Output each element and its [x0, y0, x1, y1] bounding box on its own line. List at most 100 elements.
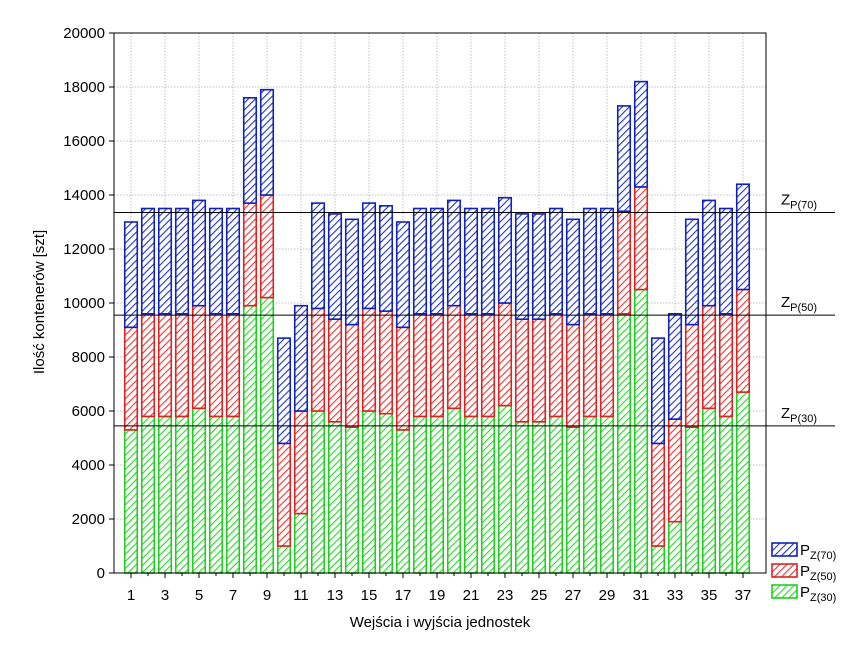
- bar-PZ(50)-16: [378, 310, 394, 415]
- bar-PZ(30)-16: [378, 412, 394, 574]
- bar-PZ(50)-1: [123, 326, 139, 431]
- bar-PZ(30)-31: [633, 288, 649, 574]
- bar-PZ(50)-35: [701, 304, 717, 410]
- y-tick-label: 0: [97, 565, 105, 582]
- bar-PZ(30)-15: [361, 410, 377, 574]
- legend-label-PZ(30): PZ(30): [800, 584, 836, 604]
- y-tick-label: 2000: [72, 511, 105, 528]
- bar-PZ(70)-7: [225, 207, 241, 315]
- bar-PZ(70)-34: [684, 218, 700, 326]
- bar-PZ(30)-12: [310, 410, 326, 574]
- bar-PZ(50)-21: [463, 312, 479, 418]
- y-tick-label: 18000: [63, 79, 105, 96]
- reference-label-ZP(30): ZP(30): [781, 405, 817, 425]
- bar-PZ(50)-22: [480, 312, 496, 418]
- bar-PZ(30)-4: [174, 415, 190, 574]
- bar-PZ(50)-4: [174, 312, 190, 418]
- bar-PZ(70)-27: [565, 218, 581, 326]
- bar-PZ(30)-36: [718, 415, 734, 574]
- bar-PZ(50)-20: [446, 304, 462, 410]
- x-tick-label: 17: [395, 587, 412, 604]
- bar-PZ(30)-3: [157, 415, 173, 574]
- bar-PZ(70)-2: [140, 207, 156, 315]
- bar-PZ(70)-30: [616, 105, 632, 213]
- bar-PZ(70)-19: [429, 207, 445, 315]
- reference-label-ZP(50): ZP(50): [781, 294, 817, 314]
- bar-PZ(30)-9: [259, 296, 275, 574]
- bar-PZ(50)-25: [531, 318, 547, 423]
- x-tick-label: 37: [735, 587, 752, 604]
- bar-PZ(70)-9: [259, 88, 275, 196]
- bar-PZ(30)-26: [548, 415, 564, 574]
- bar-PZ(50)-2: [140, 312, 156, 418]
- bar-PZ(50)-10: [276, 442, 292, 547]
- y-tick-label: 16000: [63, 133, 105, 150]
- bar-PZ(70)-24: [514, 213, 530, 320]
- bar-PZ(30)-11: [293, 512, 309, 574]
- bars: [123, 80, 751, 574]
- x-tick-label: 33: [667, 587, 684, 604]
- bar-PZ(50)-12: [310, 307, 326, 412]
- bar-PZ(70)-5: [191, 199, 207, 307]
- bar-PZ(50)-33: [667, 418, 683, 523]
- bar-PZ(50)-17: [395, 326, 411, 431]
- y-tick-label: 8000: [72, 349, 105, 366]
- x-tick-label: 19: [429, 587, 446, 604]
- y-axis-title: Ilość kontenerów [szt]: [31, 230, 48, 374]
- legend-swatch-PZ(50): [771, 563, 798, 578]
- bar-PZ(50)-27: [565, 323, 581, 429]
- bar-PZ(70)-37: [735, 183, 751, 291]
- y-tick-label: 10000: [63, 295, 105, 312]
- bar-PZ(50)-13: [327, 318, 343, 423]
- bar-PZ(50)-9: [259, 194, 275, 299]
- bar-PZ(30)-18: [412, 415, 428, 574]
- x-tick-label: 11: [293, 587, 309, 604]
- legend-label-PZ(50): PZ(50): [800, 563, 836, 583]
- bar-PZ(30)-24: [514, 420, 530, 574]
- bar-PZ(30)-13: [327, 420, 343, 574]
- bar-PZ(30)-2: [140, 415, 156, 574]
- bar-PZ(70)-17: [395, 221, 411, 329]
- bar-PZ(50)-14: [344, 323, 360, 429]
- x-tick-label: 3: [161, 587, 169, 604]
- bar-PZ(70)-22: [480, 207, 496, 315]
- x-tick-label: 25: [531, 587, 548, 604]
- y-tick-label: 14000: [63, 187, 105, 204]
- bar-PZ(70)-21: [463, 207, 479, 315]
- bar-PZ(70)-3: [157, 207, 173, 315]
- bar-PZ(70)-28: [582, 207, 598, 315]
- bar-PZ(30)-34: [684, 426, 700, 574]
- bar-PZ(70)-16: [378, 205, 394, 312]
- bar-PZ(50)-29: [599, 312, 615, 418]
- bar-PZ(70)-20: [446, 199, 462, 307]
- bar-PZ(70)-25: [531, 213, 547, 320]
- bar-PZ(50)-32: [650, 442, 666, 547]
- bar-PZ(30)-30: [616, 312, 632, 574]
- bar-PZ(30)-19: [429, 415, 445, 574]
- x-tick-label: 31: [633, 587, 650, 604]
- bar-PZ(70)-6: [208, 207, 224, 315]
- bar-PZ(70)-29: [599, 207, 615, 315]
- bar-PZ(30)-23: [497, 404, 513, 574]
- bar-PZ(70)-15: [361, 202, 377, 310]
- bar-PZ(50)-19: [429, 312, 445, 418]
- bar-PZ(70)-4: [174, 207, 190, 315]
- x-tick-label: 15: [361, 587, 378, 604]
- reference-label-ZP(70): ZP(70): [781, 192, 817, 212]
- bar-PZ(30)-20: [446, 407, 462, 574]
- bar-PZ(30)-5: [191, 407, 207, 574]
- bar-PZ(70)-1: [123, 221, 139, 329]
- bar-PZ(70)-33: [667, 312, 683, 420]
- bar-PZ(30)-28: [582, 415, 598, 574]
- reference-lines: ZP(30) ZP(50) ZP(70): [114, 192, 835, 427]
- x-tick-label: 21: [463, 587, 480, 604]
- bar-PZ(50)-7: [225, 312, 241, 418]
- bar-PZ(50)-6: [208, 312, 224, 418]
- bar-PZ(30)-33: [667, 520, 683, 574]
- bar-PZ(30)-14: [344, 426, 360, 574]
- bar-PZ(70)-11: [293, 304, 309, 412]
- bar-PZ(50)-15: [361, 307, 377, 412]
- bar-PZ(70)-12: [310, 202, 326, 310]
- x-tick-label: 5: [195, 587, 203, 604]
